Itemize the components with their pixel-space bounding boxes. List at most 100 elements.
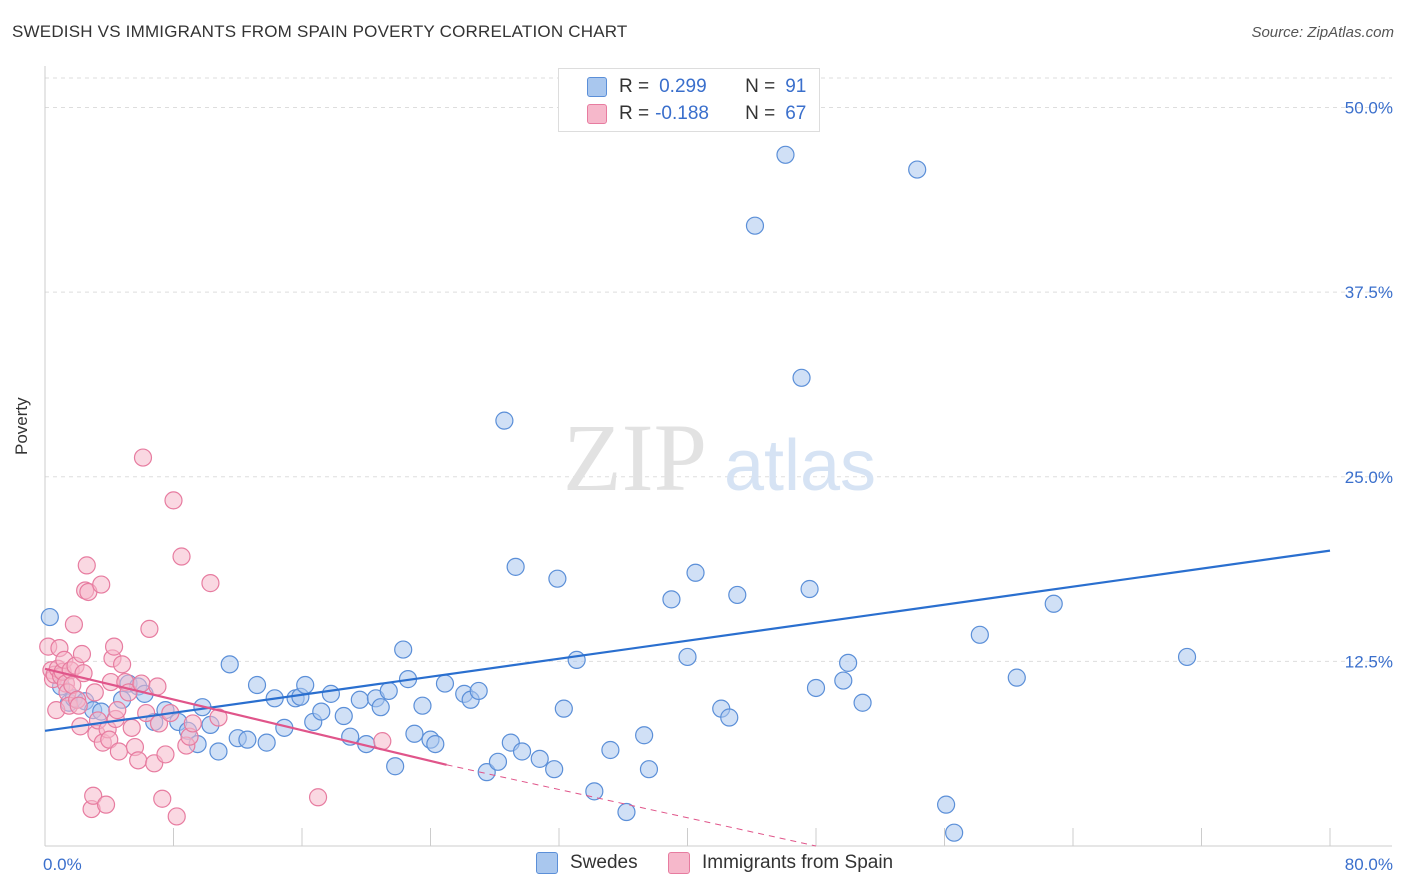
swedes-point bbox=[209, 742, 228, 761]
swedes-point bbox=[839, 653, 858, 672]
n-value: 67 bbox=[785, 103, 807, 124]
swedes-point bbox=[548, 569, 567, 588]
y-tick-label: 12.5% bbox=[1345, 652, 1393, 671]
swedes-point bbox=[639, 760, 659, 779]
swedes-point bbox=[371, 698, 390, 717]
swedes-point bbox=[488, 752, 508, 771]
source-label: Source: ZipAtlas.com bbox=[1251, 24, 1394, 41]
spain-point bbox=[112, 655, 132, 674]
spain-point bbox=[92, 575, 111, 594]
swedes-point bbox=[394, 640, 413, 659]
swedes-point bbox=[435, 674, 455, 693]
swedes-point bbox=[937, 795, 956, 814]
swedes-point bbox=[635, 726, 654, 745]
spain-point bbox=[84, 786, 103, 805]
spain-point bbox=[108, 701, 127, 720]
swedes-trend-line bbox=[44, 549, 1331, 732]
x-tick-label: 0.0% bbox=[43, 855, 82, 874]
swedes-point bbox=[792, 368, 811, 387]
swedes-point bbox=[469, 681, 488, 701]
swedes-point bbox=[40, 607, 59, 627]
spain-point bbox=[156, 745, 175, 764]
spain-point bbox=[64, 615, 84, 634]
spain-point bbox=[153, 789, 172, 808]
spain-trend-extension bbox=[446, 764, 817, 847]
spain-point bbox=[201, 574, 220, 593]
watermark: ZIP atlas bbox=[563, 404, 876, 511]
spain-point bbox=[308, 788, 328, 807]
y-tick-label: 50.0% bbox=[1345, 99, 1393, 118]
trend-lines bbox=[44, 549, 1331, 847]
spain-point bbox=[100, 730, 119, 749]
swedes-point bbox=[662, 590, 681, 609]
spain-point bbox=[77, 556, 96, 575]
axes bbox=[44, 66, 1392, 847]
swedes-point bbox=[321, 684, 341, 703]
watermark-zip: ZIP bbox=[563, 404, 707, 511]
swedes-point bbox=[1007, 668, 1026, 687]
spain-point bbox=[209, 708, 228, 727]
swedes-point bbox=[1177, 647, 1197, 667]
correlation-legend: R = 0.299 N = 91 R = -0.188 N = 67 bbox=[558, 68, 820, 132]
series-legend: Swedes Immigrants from Spain bbox=[0, 852, 1406, 878]
spain-point bbox=[96, 795, 116, 814]
r-value: 0.299 bbox=[659, 76, 707, 97]
swedes-point bbox=[247, 675, 267, 695]
swedes-point bbox=[405, 724, 424, 743]
spain-point bbox=[85, 683, 104, 702]
swedes-point bbox=[334, 706, 353, 726]
swedes-point bbox=[601, 740, 620, 760]
swedes-point bbox=[545, 760, 564, 779]
r-label: R = bbox=[619, 76, 650, 97]
spain-point bbox=[167, 807, 186, 826]
swedes-point bbox=[806, 678, 826, 698]
swedes-point bbox=[834, 671, 853, 690]
spain-point bbox=[109, 742, 128, 761]
swedes-point bbox=[530, 749, 549, 768]
swedes-point bbox=[945, 823, 964, 842]
swedes-point bbox=[512, 742, 532, 761]
swedes-point bbox=[853, 693, 872, 712]
n-label: N = bbox=[745, 103, 776, 124]
spain-point bbox=[122, 718, 141, 737]
swedes-point bbox=[296, 675, 315, 695]
swedes-point bbox=[238, 730, 257, 749]
chart-title: SWEDISH VS IMMIGRANTS FROM SPAIN POVERTY… bbox=[12, 22, 628, 41]
spain-point bbox=[183, 714, 202, 733]
swedes-legend-swatch bbox=[536, 852, 558, 874]
swedes-point bbox=[386, 757, 405, 776]
spain-point bbox=[164, 491, 183, 510]
swedes-point bbox=[617, 802, 636, 822]
swedes-point bbox=[220, 655, 239, 674]
swedes-point bbox=[426, 734, 445, 754]
swedes-point bbox=[728, 585, 747, 605]
swedes-point bbox=[970, 625, 989, 644]
swedes-point bbox=[379, 681, 398, 701]
legend-item-spain[interactable]: Immigrants from Spain bbox=[668, 852, 893, 874]
swedes-point bbox=[495, 411, 514, 430]
spain-point bbox=[172, 547, 191, 566]
r-value: -0.188 bbox=[655, 103, 709, 124]
n-label: N = bbox=[745, 76, 776, 97]
swedes-point bbox=[720, 708, 739, 727]
swedes-point bbox=[477, 763, 496, 782]
swedes-point bbox=[554, 699, 573, 718]
swedes-point bbox=[678, 647, 697, 667]
legend-item-swedes[interactable]: Swedes bbox=[536, 852, 638, 874]
grid-lines bbox=[45, 77, 1392, 662]
swedes-point bbox=[686, 563, 705, 582]
swedes-point bbox=[350, 690, 369, 709]
y-tick-label: 37.5% bbox=[1345, 283, 1393, 302]
swedes-point bbox=[1044, 594, 1063, 613]
swedes-point bbox=[800, 579, 819, 599]
spain-point bbox=[72, 644, 92, 664]
spain-point bbox=[148, 677, 167, 696]
swedes-point bbox=[776, 145, 795, 164]
swedes-point bbox=[506, 557, 525, 576]
x-tick-label: 80.0% bbox=[1345, 855, 1393, 874]
spain-legend-label: Immigrants from Spain bbox=[702, 852, 894, 873]
tick-labels: 12.5% 25.0% 37.5% 50.0% 0.0% 80.0% bbox=[43, 99, 1393, 874]
legend-row-swedes: R = 0.299 N = 91 bbox=[619, 76, 806, 98]
spain-legend-swatch bbox=[668, 852, 690, 874]
